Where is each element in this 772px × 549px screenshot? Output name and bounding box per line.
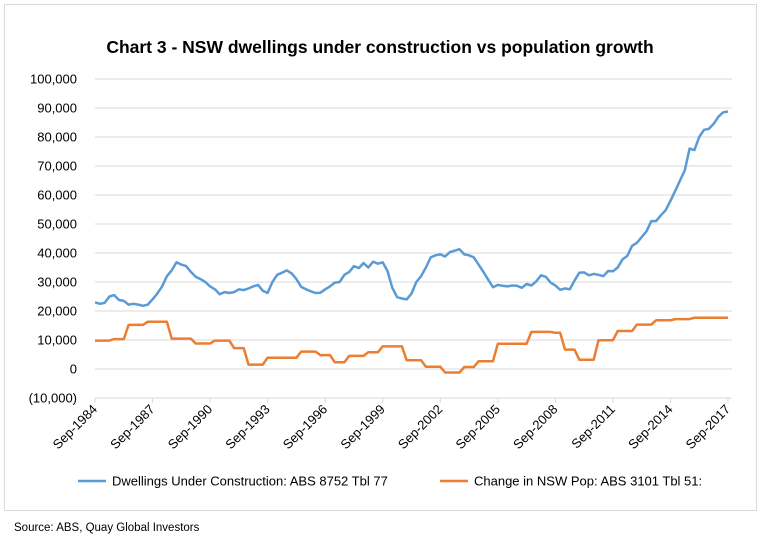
y-tick-label: 70,000 [37, 159, 77, 174]
series-line-1 [94, 110, 729, 308]
chart-border [4, 4, 757, 511]
x-tick-label: Sep-2014 [625, 402, 675, 452]
y-tick-label: 20,000 [37, 304, 77, 319]
y-tick-label: 30,000 [37, 275, 77, 290]
x-tick-label: Sep-1996 [280, 402, 330, 452]
y-tick-label: 100,000 [30, 72, 77, 87]
y-tick-label: 60,000 [37, 188, 77, 203]
x-tick-label: Sep-2005 [452, 402, 502, 452]
x-tick-label: Sep-2002 [395, 402, 445, 452]
x-tick-label: Sep-1987 [107, 402, 157, 452]
source-note: Source: ABS, Quay Global Investors [14, 522, 200, 534]
legend-label: Dwellings Under Construction: ABS 8752 T… [112, 474, 388, 489]
y-tick-label: 90,000 [37, 101, 77, 116]
x-tick-label: Sep-2011 [568, 402, 618, 452]
x-tick-label: Sep-2008 [510, 402, 560, 452]
x-tick-label: Sep-1999 [337, 402, 387, 452]
series-line-2 [95, 316, 728, 374]
y-tick-label: 40,000 [37, 246, 77, 261]
y-tick-label: 50,000 [37, 217, 77, 232]
x-tick-label: Sep-2017 [683, 402, 733, 452]
y-tick-label: 80,000 [37, 130, 77, 145]
x-tick-label: Sep-1984 [50, 402, 100, 452]
y-tick-label: 0 [70, 362, 77, 377]
legend-label: Change in NSW Pop: ABS 3101 Tbl 51: [474, 474, 702, 489]
x-tick-label: Sep-1993 [222, 402, 272, 452]
y-tick-label: 10,000 [37, 333, 77, 348]
y-tick-label: (10,000) [29, 391, 77, 406]
x-tick-label: Sep-1990 [165, 402, 215, 452]
chart-title: Chart 3 - NSW dwellings under constructi… [106, 37, 653, 57]
